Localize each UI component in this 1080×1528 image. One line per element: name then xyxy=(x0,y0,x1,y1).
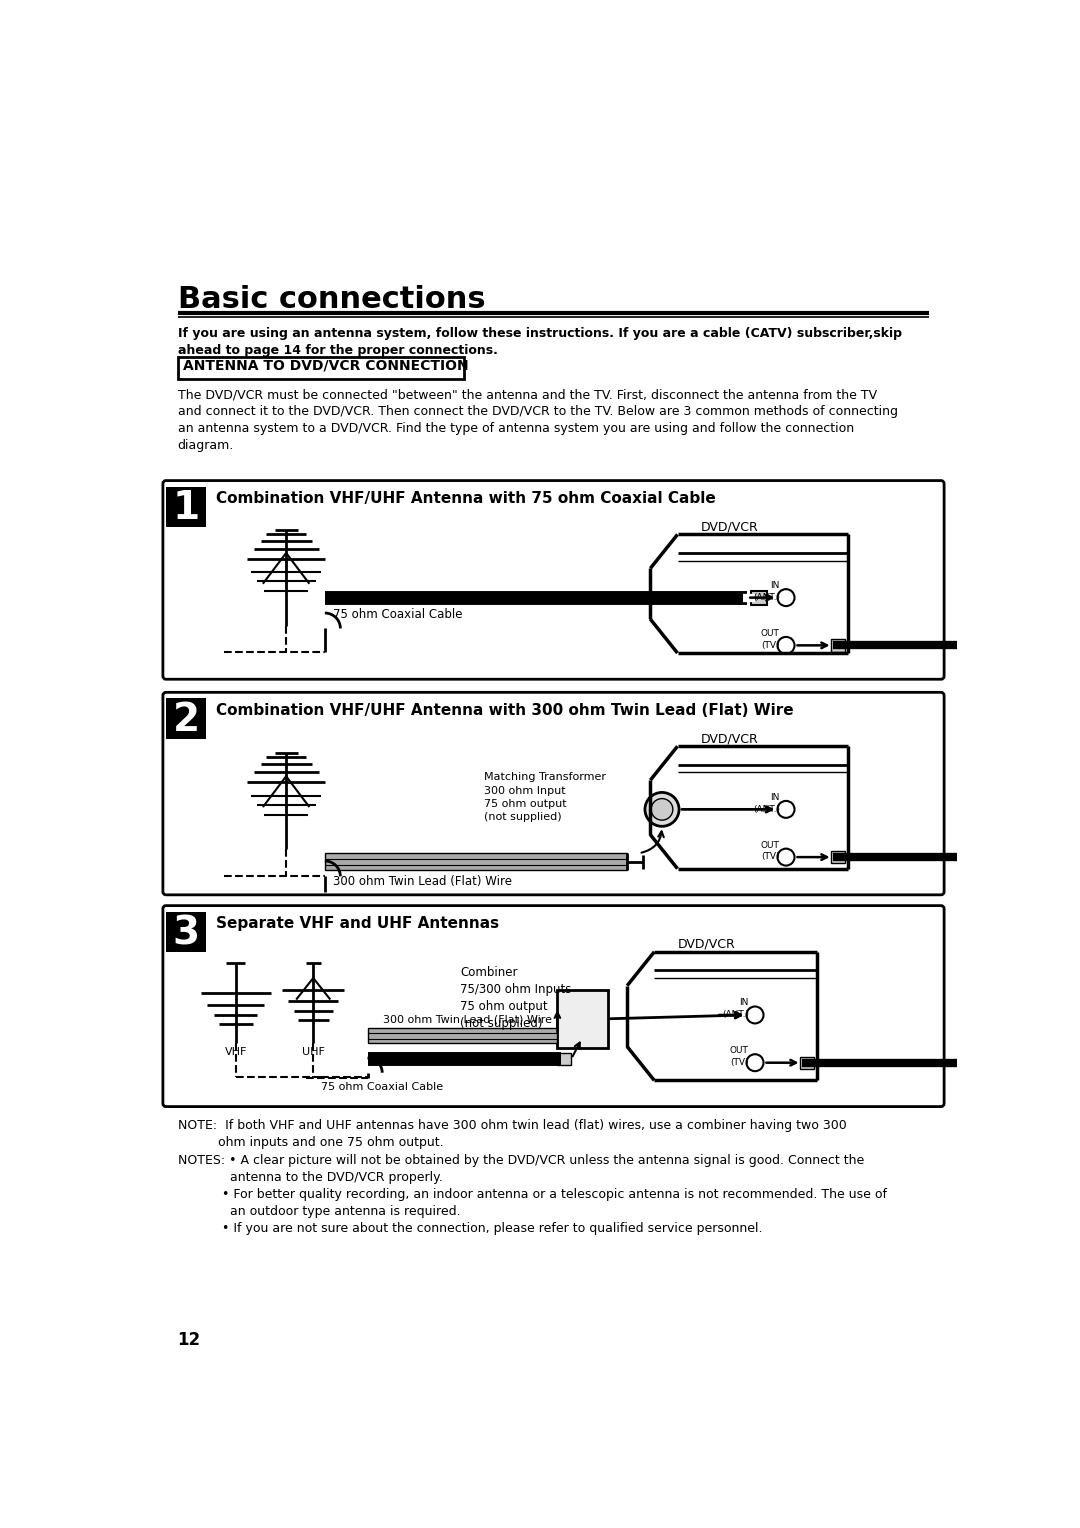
FancyBboxPatch shape xyxy=(163,906,944,1106)
Text: DVD/VCR: DVD/VCR xyxy=(701,521,758,533)
Bar xyxy=(325,853,627,871)
Bar xyxy=(831,639,845,651)
Text: OUT
(TV): OUT (TV) xyxy=(730,1047,748,1067)
Bar xyxy=(177,358,464,379)
Text: VHF: VHF xyxy=(225,1047,247,1057)
Bar xyxy=(831,851,845,863)
Text: 2: 2 xyxy=(173,701,200,740)
Text: IN
(ANT.): IN (ANT.) xyxy=(753,793,780,813)
Bar xyxy=(166,487,206,527)
Bar xyxy=(751,591,767,605)
Text: IN
(ANT.): IN (ANT.) xyxy=(753,581,780,602)
Text: IN
(ANT.): IN (ANT.) xyxy=(721,998,748,1019)
Text: 75 ohm Coaxial Cable: 75 ohm Coaxial Cable xyxy=(333,608,462,622)
Text: 12: 12 xyxy=(177,1331,201,1349)
Text: 300 ohm Twin Lead (Flat) Wire: 300 ohm Twin Lead (Flat) Wire xyxy=(383,1015,552,1024)
Bar xyxy=(166,698,206,738)
Text: DVD/VCR: DVD/VCR xyxy=(701,732,758,746)
Bar xyxy=(557,990,608,1048)
Text: OUT
(TV): OUT (TV) xyxy=(761,840,780,862)
Text: 3: 3 xyxy=(173,914,200,952)
Text: 75 ohm Coaxial Cable: 75 ohm Coaxial Cable xyxy=(321,1082,443,1093)
Text: NOTE:  If both VHF and UHF antennas have 300 ohm twin lead (flat) wires, use a c: NOTE: If both VHF and UHF antennas have … xyxy=(177,1118,847,1149)
Bar xyxy=(166,912,206,952)
Text: 300 ohm Twin Lead (Flat) Wire: 300 ohm Twin Lead (Flat) Wire xyxy=(333,876,512,888)
Text: If you are using an antenna system, follow these instructions. If you are a cabl: If you are using an antenna system, foll… xyxy=(177,327,902,356)
Text: Separate VHF and UHF Antennas: Separate VHF and UHF Antennas xyxy=(216,917,499,932)
Text: NOTES: • A clear picture will not be obtained by the DVD/VCR unless the antenna : NOTES: • A clear picture will not be obt… xyxy=(177,1154,887,1235)
Text: ANTENNA TO DVD/VCR CONNECTION: ANTENNA TO DVD/VCR CONNECTION xyxy=(183,359,469,373)
Text: Basic connections: Basic connections xyxy=(177,286,485,313)
Circle shape xyxy=(651,799,673,821)
FancyBboxPatch shape xyxy=(163,692,944,895)
Text: The DVD/VCR must be connected "between" the antenna and the TV. First, disconnec: The DVD/VCR must be connected "between" … xyxy=(177,388,897,452)
Text: Combination VHF/UHF Antenna with 75 ohm Coaxial Cable: Combination VHF/UHF Antenna with 75 ohm … xyxy=(216,492,716,506)
Text: UHF: UHF xyxy=(301,1047,325,1057)
Text: Combiner
75/300 ohm Inputs
75 ohm output
(not supplied): Combiner 75/300 ohm Inputs 75 ohm output… xyxy=(460,966,572,1030)
Circle shape xyxy=(645,793,679,827)
Text: DVD/VCR: DVD/VCR xyxy=(677,938,735,950)
Text: Combination VHF/UHF Antenna with 300 ohm Twin Lead (Flat) Wire: Combination VHF/UHF Antenna with 300 ohm… xyxy=(216,703,794,718)
Bar xyxy=(367,1028,557,1044)
FancyBboxPatch shape xyxy=(163,481,944,680)
Bar xyxy=(557,1053,571,1065)
Text: 1: 1 xyxy=(173,489,200,527)
Text: Matching Transformer
300 ohm Input
75 ohm output
(not supplied): Matching Transformer 300 ohm Input 75 oh… xyxy=(484,773,606,822)
Text: OUT
(TV): OUT (TV) xyxy=(761,630,780,649)
Bar xyxy=(800,1056,814,1070)
